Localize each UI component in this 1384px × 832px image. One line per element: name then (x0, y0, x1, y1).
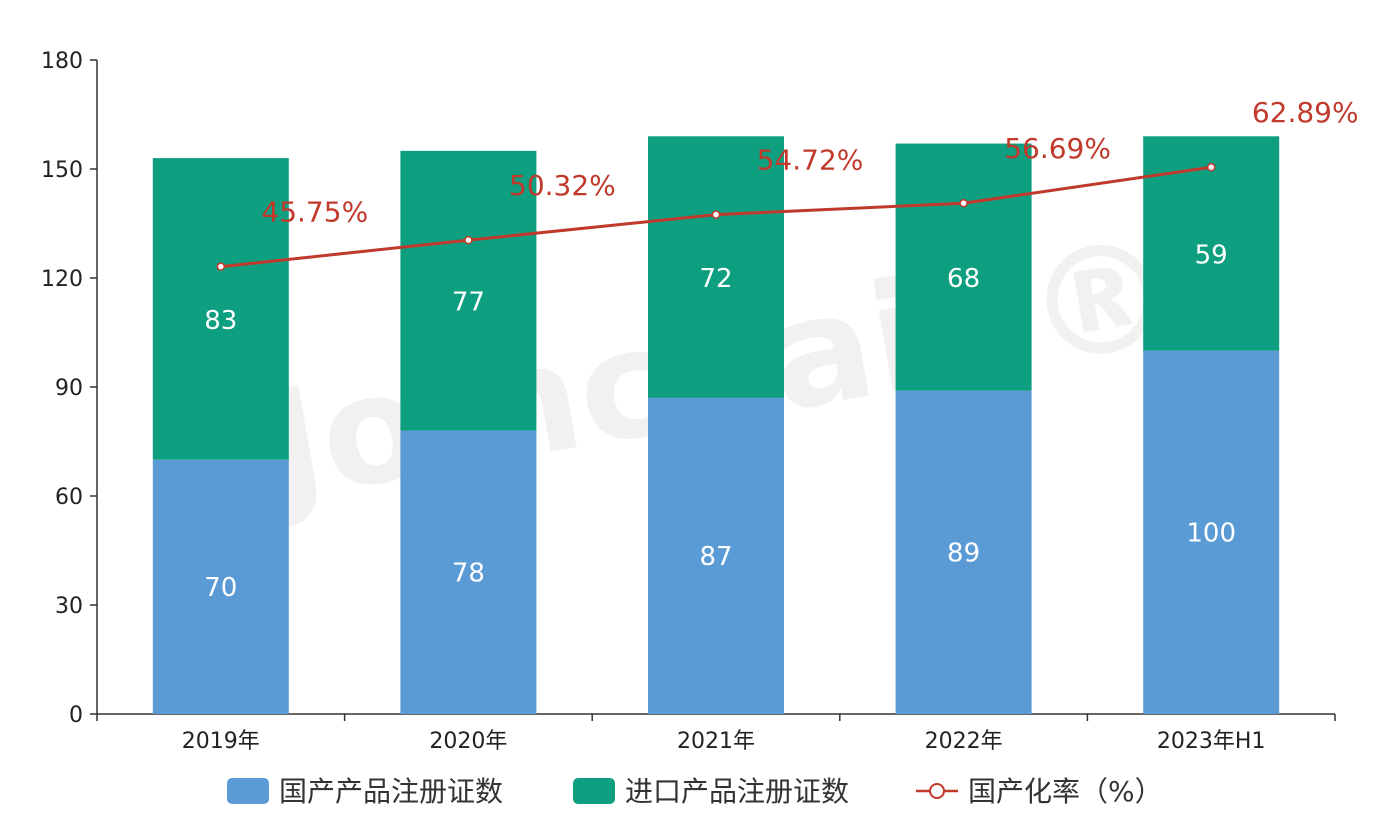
bar-label-domestic: 89 (947, 538, 980, 568)
legend: 国产产品注册证数 进口产品注册证数 国产化率（%） (227, 775, 1163, 808)
bar-imported (895, 143, 1032, 391)
y-tick-label: 120 (41, 267, 83, 292)
bar-label-domestic: 87 (699, 542, 732, 572)
y-tick-label: 0 (69, 703, 83, 728)
bar-domestic (400, 430, 537, 714)
y-tick-label: 90 (55, 376, 83, 401)
x-tick-label: 2022年 (925, 729, 1003, 754)
rate-label: 56.69% (1004, 132, 1111, 165)
legend-swatch-domestic (227, 778, 269, 804)
bar-domestic (895, 390, 1032, 714)
bar-label-domestic: 70 (204, 573, 237, 603)
rate-point (711, 210, 721, 219)
rate-label: 50.32% (509, 169, 616, 202)
legend-swatch-rate-marker (929, 783, 945, 799)
rate-point (216, 262, 226, 271)
rate-line (216, 162, 1216, 271)
y-tick-label: 150 (41, 158, 83, 183)
bar-imported (1143, 136, 1280, 351)
legend-swatch-imported (573, 778, 615, 804)
rate-label: 45.75% (261, 196, 368, 229)
data-labels: 70 83 78 77 87 72 89 68 100 59 45.75% 50.32% 54.72% 5… (204, 96, 1358, 603)
bar-label-imported: 83 (204, 306, 237, 336)
rate-point (464, 235, 473, 245)
rate-point (1206, 162, 1216, 172)
x-tick-label: 2021年 (677, 729, 755, 754)
y-tick-label: 30 (55, 594, 83, 619)
bar-label-imported: 68 (947, 264, 980, 294)
rate-point (959, 198, 968, 208)
bars (152, 136, 1280, 714)
rate-label: 54.72% (757, 144, 864, 177)
bar-imported (400, 150, 537, 431)
bar-label-imported: 77 (452, 288, 485, 318)
x-tick-label: 2023年H1 (1157, 729, 1266, 754)
bar-domestic (1143, 350, 1280, 714)
legend-label-domestic: 国产产品注册证数 (279, 775, 503, 808)
rate-label: 62.89% (1252, 96, 1359, 129)
y-tick-label: 180 (41, 49, 83, 74)
x-tick-label: 2020年 (429, 729, 507, 754)
bar-imported (648, 136, 784, 398)
legend-label-rate: 国产化率（%） (968, 775, 1163, 808)
bar-imported (152, 158, 289, 460)
legend-label-imported: 进口产品注册证数 (625, 775, 849, 808)
bar-label-imported: 59 (1195, 240, 1228, 270)
bar-label-imported: 72 (699, 264, 732, 294)
bar-label-domestic: 78 (452, 558, 485, 588)
bar-domestic (152, 459, 289, 714)
x-tick-label: 2019年 (182, 729, 260, 754)
y-tick-label: 60 (55, 485, 83, 510)
bar-domestic (648, 397, 784, 714)
bar-label-domestic: 100 (1186, 518, 1236, 548)
